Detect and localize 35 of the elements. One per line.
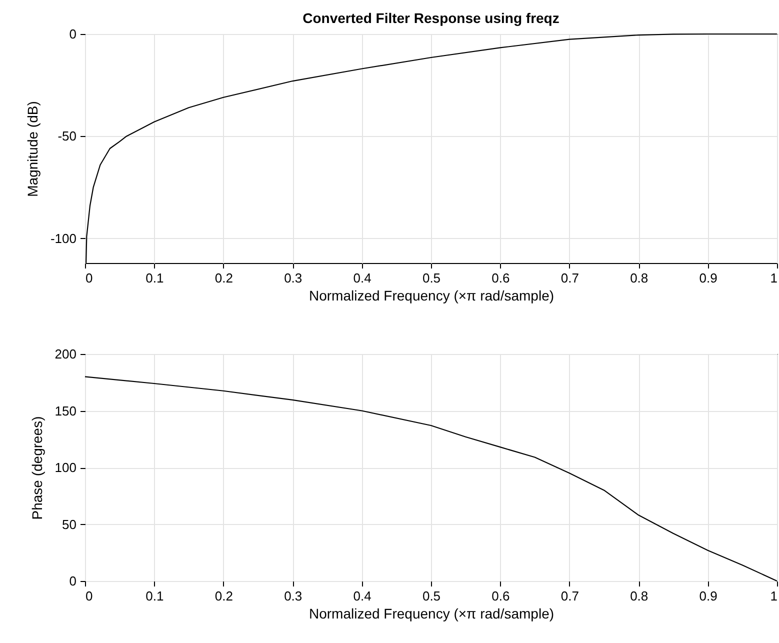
x-tick-label: 0 bbox=[86, 588, 93, 604]
x-tick-label: 0.6 bbox=[492, 270, 510, 286]
y-tick-label: 150 bbox=[54, 403, 76, 418]
y-tick-label: -50 bbox=[58, 128, 76, 144]
y-tick-label: -100 bbox=[50, 230, 76, 246]
x-tick-label: 1 bbox=[770, 588, 778, 604]
chart-title: Converted Filter Response using freqz bbox=[302, 10, 560, 26]
y-axis-title: Magnitude (dB) bbox=[24, 101, 40, 197]
y-tick-label: 100 bbox=[54, 460, 76, 475]
x-tick-label: 0.9 bbox=[699, 588, 718, 604]
x-tick-label: 0.7 bbox=[560, 588, 579, 604]
x-tick-label: 0.7 bbox=[560, 270, 579, 286]
x-tick-label: 0.4 bbox=[353, 588, 372, 604]
x-tick-label: 0.1 bbox=[146, 588, 164, 604]
x-tick-label: 0.5 bbox=[422, 270, 441, 286]
x-tick-label: 0.9 bbox=[699, 270, 718, 286]
x-tick-label: 0.6 bbox=[492, 588, 510, 604]
x-tick-label: 0.2 bbox=[214, 270, 233, 286]
x-tick-label: 0.3 bbox=[284, 270, 302, 286]
y-tick-label: 200 bbox=[54, 346, 76, 362]
x-tick-label: 1 bbox=[770, 270, 778, 286]
x-tick-label: 0.4 bbox=[353, 270, 372, 286]
y-tick-label: 50 bbox=[62, 516, 76, 532]
y-axis-title: Phase (degrees) bbox=[28, 416, 45, 520]
x-tick-label: 0.8 bbox=[630, 270, 648, 286]
x-tick-label: 0.2 bbox=[214, 588, 233, 604]
x-tick-label: 0.8 bbox=[630, 588, 648, 604]
x-tick-label: 0.5 bbox=[422, 588, 441, 604]
x-axis-title: Normalized Frequency (×π rad/sample) bbox=[308, 288, 554, 304]
x-tick-label: 0 bbox=[86, 270, 93, 286]
y-tick-label: 0 bbox=[69, 26, 76, 42]
x-axis-title: Normalized Frequency (×π rad/sample) bbox=[308, 606, 554, 622]
x-tick-label: 0.1 bbox=[146, 270, 164, 286]
y-tick-label: 0 bbox=[69, 574, 76, 588]
x-tick-label: 0.3 bbox=[284, 588, 302, 604]
